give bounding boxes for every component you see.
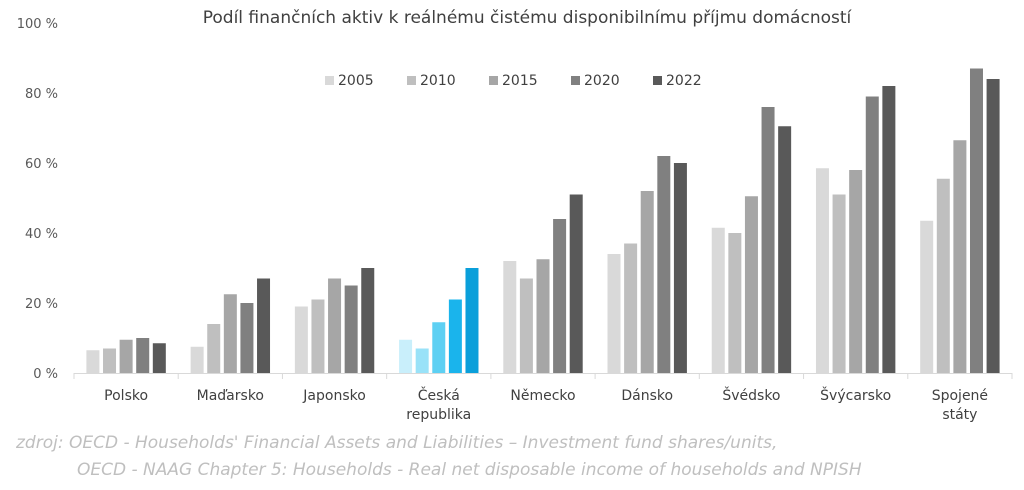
bar <box>936 178 950 373</box>
bar <box>519 278 533 373</box>
bar <box>920 220 934 373</box>
bars <box>86 68 1000 373</box>
bar <box>223 294 237 373</box>
bar <box>728 233 742 373</box>
bar <box>119 339 133 373</box>
bar <box>465 268 479 373</box>
legend-swatch <box>325 76 334 85</box>
bar <box>536 259 550 373</box>
bar <box>432 322 446 373</box>
x-tick-label: Japonsko <box>302 388 366 404</box>
x-tick-label-line: Japonsko <box>302 388 366 404</box>
x-tick-label: Německo <box>510 388 575 404</box>
x-tick-label-line: Dánsko <box>621 388 673 404</box>
legend-label: 2015 <box>502 73 538 89</box>
bar <box>103 348 117 373</box>
x-axis: Polsko Maďarsko Japonsko Česká republika Něme… <box>73 373 1013 423</box>
y-tick-label: 60 % <box>25 157 58 172</box>
bar <box>832 194 846 373</box>
x-tick-label-line: státy <box>942 407 977 423</box>
bar <box>344 285 358 373</box>
bar <box>849 170 863 373</box>
bar <box>607 254 621 373</box>
x-tick-label-line: Švédsko <box>722 386 780 404</box>
chart-title: Podíl finančních aktiv k reálnému čistém… <box>203 8 853 28</box>
bar <box>415 348 429 373</box>
x-tick-label: Polsko <box>104 388 148 404</box>
bar <box>399 339 413 373</box>
x-tick-label: Česká republika <box>406 386 471 423</box>
x-tick-label-line: Německo <box>510 388 575 404</box>
bar <box>986 79 1000 373</box>
x-tick-label-line: Polsko <box>104 388 148 404</box>
legend-label: 2005 <box>338 73 374 89</box>
legend-label: 2010 <box>420 73 456 89</box>
bar <box>311 299 325 373</box>
legend-swatch <box>489 76 498 85</box>
bar <box>152 343 166 373</box>
bar <box>624 243 638 373</box>
source-line-1: zdroj: OECD - Households' Financial Asse… <box>16 433 778 453</box>
bar <box>448 299 462 373</box>
bar <box>294 306 308 373</box>
bar <box>207 324 221 373</box>
bar <box>711 227 725 373</box>
legend-swatch <box>653 76 662 85</box>
bar <box>328 278 342 373</box>
x-tick-label-line: Švýcarsko <box>820 386 891 404</box>
bar <box>257 278 271 373</box>
x-tick-label: Spojené státy <box>932 388 988 423</box>
x-tick-label: Maďarsko <box>197 388 264 404</box>
bar <box>240 303 254 373</box>
legend-swatch <box>571 76 580 85</box>
bar <box>190 346 204 373</box>
bar <box>503 261 517 373</box>
bar <box>882 86 896 373</box>
bar <box>969 68 983 373</box>
bar <box>361 268 375 373</box>
x-tick-label-line: Spojené <box>932 388 988 404</box>
bar <box>673 163 687 373</box>
source-line-2: OECD - NAAG Chapter 5: Households - Real… <box>77 460 862 480</box>
y-tick-label: 80 % <box>25 87 58 102</box>
y-tick-label: 20 % <box>25 297 58 312</box>
bar <box>744 196 758 373</box>
bar <box>657 156 671 373</box>
x-tick-label-line: republika <box>406 407 471 423</box>
bar <box>553 219 567 373</box>
legend-label: 2020 <box>584 73 620 89</box>
bar <box>815 168 829 373</box>
y-tick-label: 40 % <box>25 227 58 242</box>
x-tick-label-line: Česká <box>418 386 460 404</box>
x-tick-label-line: Maďarsko <box>197 388 264 404</box>
bar-chart: Podíl finančních aktiv k reálnému čistém… <box>17 8 1013 423</box>
bar <box>761 107 775 373</box>
x-tick-label: Švédsko <box>722 386 780 404</box>
y-tick-label: 0 % <box>33 367 58 382</box>
y-axis: 0 % 20 % 40 % 60 % 80 % 100 % <box>17 17 58 382</box>
legend: 2005 2010 2015 2020 2022 <box>325 73 702 89</box>
y-tick-label: 100 % <box>17 17 58 32</box>
bar <box>569 194 583 373</box>
bar <box>86 350 100 373</box>
bar <box>778 126 792 373</box>
x-tick-label: Dánsko <box>621 388 673 404</box>
bar <box>640 191 654 373</box>
legend-swatch <box>407 76 416 85</box>
bar <box>953 140 967 373</box>
legend-label: 2022 <box>666 73 702 89</box>
bar <box>865 96 879 373</box>
bar <box>136 338 150 373</box>
x-tick-label: Švýcarsko <box>820 386 891 404</box>
